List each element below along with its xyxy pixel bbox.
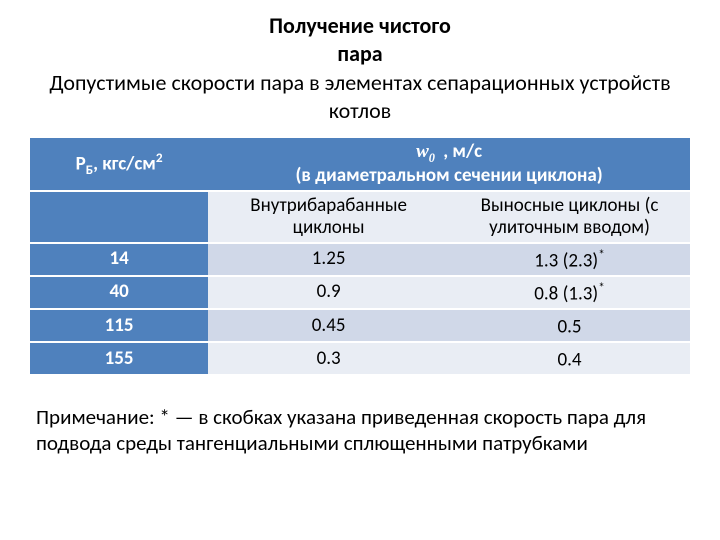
data-table: РБ, кгс/см2 w0″ , м/с (в диаметральном с… <box>30 138 690 376</box>
cell-v1: 0.3 <box>208 342 449 375</box>
w0-symbol: w0″ <box>416 141 435 165</box>
subheader-c2: Внутрибарабанные циклоны <box>208 191 449 243</box>
table-subheader-row: Внутрибарабанные циклоны Выносные циклон… <box>30 191 690 243</box>
subtitle: Допустимые скорости пара в элементах сеп… <box>30 69 690 124</box>
p-label-sup: 2 <box>156 149 163 166</box>
cell-p: 40 <box>30 276 208 309</box>
header-col2: w0″ , м/с (в диаметральном сечении цикло… <box>208 138 690 191</box>
w0-dprime: ″ <box>426 131 434 148</box>
p-label-post: , кгс/см <box>93 153 156 176</box>
header-col1: РБ, кгс/см2 <box>30 138 208 191</box>
header-col2-unit: , м/с <box>443 140 482 163</box>
subheader-c3: Выносные циклоны (с улиточным вводом) <box>449 191 690 243</box>
p-label-pre: Р <box>76 153 86 176</box>
table-row: 155 0.3 0.4 <box>30 342 690 375</box>
cell-v1: 0.45 <box>208 309 449 342</box>
table-row: 40 0.9 0.8 (1.3)* <box>30 276 690 309</box>
cell-v2: 1.3 (2.3)* <box>449 243 690 276</box>
cell-p: 115 <box>30 309 208 342</box>
slide: Получение чистого пара Допустимые скорос… <box>0 0 720 540</box>
title-line2: пара <box>337 40 382 67</box>
cell-p: 155 <box>30 342 208 375</box>
table-row: 115 0.45 0.5 <box>30 309 690 342</box>
p-label-sub: Б <box>86 161 93 178</box>
title-line1: Получение чистого <box>269 12 451 39</box>
title: Получение чистого пара <box>30 12 690 67</box>
footnote: Примечание: * — в скобках указана привед… <box>30 404 690 457</box>
cell-v2: 0.8 (1.3)* <box>449 276 690 309</box>
table-header-row: РБ, кгс/см2 w0″ , м/с (в диаметральном с… <box>30 138 690 191</box>
cell-v2: 0.5 <box>449 309 690 342</box>
cell-v2: 0.4 <box>449 342 690 375</box>
subheader-empty <box>30 191 208 243</box>
w0-zero: 0 <box>429 151 435 165</box>
header-col2-line2: (в диаметральном сечении циклона) <box>296 164 603 187</box>
cell-v1: 1.25 <box>208 243 449 276</box>
table-row: 14 1.25 1.3 (2.3)* <box>30 243 690 276</box>
cell-p: 14 <box>30 243 208 276</box>
cell-v1: 0.9 <box>208 276 449 309</box>
